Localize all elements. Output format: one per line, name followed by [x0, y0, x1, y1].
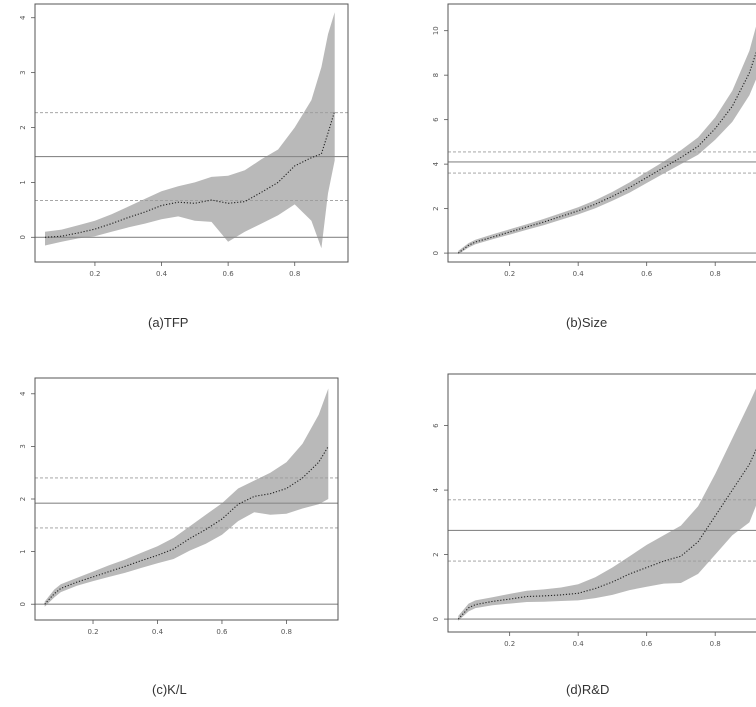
y-tick-label: 3: [19, 70, 27, 74]
y-tick-label: 0: [432, 251, 440, 255]
y-tick-label: 2: [19, 125, 27, 129]
x-tick-label: 0.8: [281, 628, 292, 636]
y-tick-label: 0: [432, 617, 440, 621]
y-tick-label: 1: [19, 180, 27, 184]
x-tick-label: 0.4: [573, 640, 585, 648]
x-tick-label: 0.6: [223, 270, 235, 278]
confidence-band: [458, 388, 756, 621]
y-tick-label: 0: [19, 235, 27, 239]
confidence-band: [44, 388, 329, 607]
chart-panel-size: 0.2 0.4 0.6 0.8 0 2 4 6 8 10: [410, 0, 756, 300]
chart-panel-rnd: 0.2 0.4 0.6 0.8 0 2 4 6: [410, 370, 756, 670]
chart-rnd: 0.2 0.4 0.6 0.8 0 2 4 6: [432, 373, 756, 648]
estimate-line: [457, 448, 756, 620]
x-tick-label: 0.8: [710, 640, 721, 648]
x-tick-label: 0.6: [216, 628, 228, 636]
caption-rnd: (d)R&D: [566, 682, 610, 697]
y-tick-label: 8: [432, 73, 440, 77]
x-tick-label: 0.6: [641, 270, 653, 278]
chart-size: 0.2 0.4 0.6 0.8 0 2 4 6 8 10: [432, 3, 756, 278]
chart-panel-kl: 0.2 0.4 0.6 0.8 0 1 2 3 4: [0, 370, 378, 670]
plot-frame: [447, 3, 756, 263]
y-tick-label: 2: [432, 552, 440, 556]
x-tick-label: 0.2: [87, 628, 98, 636]
x-tick-label: 0.4: [573, 270, 585, 278]
caption-size: (b)Size: [566, 315, 608, 330]
y-tick-label: 3: [19, 444, 27, 448]
caption-tfp: (a)TFP: [148, 315, 189, 330]
y-tick-label: 0: [19, 602, 27, 606]
y-tick-label: 2: [19, 497, 27, 501]
y-tick-label: 4: [432, 161, 440, 166]
x-tick-label: 0.6: [641, 640, 653, 648]
x-tick-label: 0.2: [504, 640, 515, 648]
x-tick-label: 0.4: [152, 628, 164, 636]
estimate-line: [44, 110, 336, 238]
chart-panel-tfp: 0.2 0.4 0.6 0.8 0 1 2 3 4: [0, 0, 378, 300]
chart-tfp: 0.2 0.4 0.6 0.8 0 1 2 3 4: [19, 3, 349, 278]
x-tick-label: 0.4: [156, 270, 168, 278]
x-tick-label: 0.2: [504, 270, 515, 278]
y-tick-label: 1: [19, 549, 27, 553]
confidence-band: [458, 26, 756, 255]
x-tick-label: 0.2: [89, 270, 100, 278]
y-tick-label: 4: [19, 15, 27, 20]
y-tick-label: 10: [432, 26, 440, 35]
x-tick-label: 0.8: [710, 270, 721, 278]
x-tick-label: 0.8: [289, 270, 300, 278]
plot-frame: [447, 373, 756, 633]
confidence-band: [45, 12, 335, 249]
y-tick-label: 4: [432, 487, 440, 492]
y-tick-label: 2: [432, 206, 440, 210]
y-tick-label: 6: [432, 423, 440, 428]
plot-frame: [34, 3, 349, 263]
y-tick-label: 6: [432, 117, 440, 122]
estimate-line: [457, 51, 756, 254]
chart-kl: 0.2 0.4 0.6 0.8 0 1 2 3 4: [19, 377, 339, 636]
caption-kl: (c)K/L: [152, 682, 187, 697]
estimate-line: [44, 446, 329, 605]
y-tick-label: 4: [19, 391, 27, 396]
